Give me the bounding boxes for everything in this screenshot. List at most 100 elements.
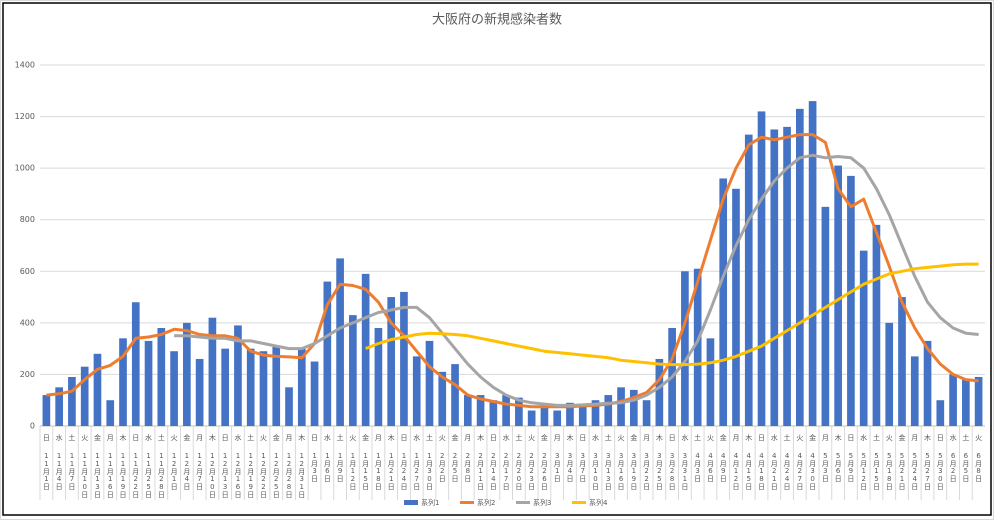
x-tick-label: 3月13日	[604, 452, 612, 491]
y-tick-label: 1400	[15, 61, 35, 70]
x-tick-label: 5月24日	[911, 452, 919, 491]
weekday-label: 日	[669, 434, 676, 442]
bar	[195, 358, 204, 426]
bar	[157, 328, 166, 426]
bar	[527, 410, 536, 426]
weekday-label: 木	[924, 433, 931, 442]
weekday-label: 土	[68, 433, 75, 442]
line-series	[174, 153, 979, 407]
weekday-label: 水	[145, 433, 152, 442]
x-tick-label: 4月12日	[732, 452, 740, 491]
x-tick-label: 6月2日	[949, 452, 957, 483]
bar	[949, 374, 957, 426]
bar	[412, 356, 421, 426]
weekday-label: 火	[81, 434, 88, 442]
bar	[604, 395, 613, 426]
weekday-label: 土	[426, 433, 433, 442]
weekday-label: 日	[400, 434, 407, 442]
x-tick-label: 3月25日	[655, 452, 663, 491]
weekday-label: 月	[732, 434, 739, 442]
weekday-label: 火	[260, 434, 267, 442]
y-tick-label: 400	[20, 318, 35, 327]
weekday-label: 月	[107, 434, 114, 442]
x-tick-label: 1月12日	[349, 452, 357, 491]
legend-swatch	[404, 500, 418, 505]
bar	[208, 317, 217, 426]
legend-label: 系列2	[477, 498, 495, 507]
bar	[144, 340, 153, 426]
x-tick-label: 4月24日	[783, 452, 791, 491]
x-tick-label: 2月20日	[515, 452, 523, 491]
bar	[259, 351, 268, 426]
bar	[732, 188, 740, 426]
bar	[859, 250, 868, 426]
bar	[591, 400, 600, 426]
weekday-label: 水	[771, 433, 778, 442]
x-tick-label: 11月4日	[55, 452, 63, 491]
weekday-label: 水	[413, 433, 420, 442]
weekday-label: 月	[196, 434, 203, 442]
legend-label: 系列4	[589, 498, 608, 507]
bar	[515, 397, 523, 426]
weekday-label: 木	[209, 433, 216, 442]
bar	[655, 358, 664, 426]
bar	[808, 101, 817, 426]
bar	[821, 206, 830, 426]
x-tick-label: 12月4日	[183, 452, 191, 491]
weekday-label: 木	[388, 433, 395, 442]
bar	[323, 281, 332, 426]
weekday-label: 日	[43, 434, 50, 442]
bar	[642, 400, 651, 426]
bar	[93, 353, 102, 426]
bar	[438, 371, 447, 426]
x-tick-label: 1月21日	[387, 452, 395, 491]
x-tick-label: 5月6日	[834, 452, 842, 483]
x-tick-label: 12月1日	[170, 452, 178, 491]
x-tick-label: 5月27日	[924, 452, 932, 491]
weekday-label: 水	[950, 433, 957, 442]
bar	[106, 400, 115, 426]
x-tick-label: 1月24日	[400, 452, 408, 491]
weekday-label: 金	[94, 433, 101, 442]
line-series	[46, 133, 979, 409]
bar	[183, 322, 191, 426]
x-tick-label: 5月12日	[860, 452, 868, 491]
x-tick-label: 12月16日	[234, 452, 242, 499]
bar	[489, 400, 498, 426]
bar	[463, 395, 472, 426]
bar	[68, 377, 76, 426]
x-tick-label: 4月27日	[796, 452, 804, 491]
weekday-label: 火	[349, 434, 356, 442]
bar	[272, 346, 281, 426]
bar	[374, 328, 383, 426]
x-tick-label: 4月3日	[694, 452, 702, 483]
bar	[566, 402, 574, 426]
bar	[706, 338, 715, 426]
weekday-label: 木	[566, 433, 573, 442]
weekday-label: 火	[975, 434, 982, 442]
weekday-label: 金	[362, 433, 369, 442]
weekday-label: 月	[643, 434, 650, 442]
x-tick-label: 5月9日	[847, 452, 855, 483]
weekday-label: 火	[886, 434, 893, 442]
weekday-label: 木	[656, 433, 663, 442]
y-tick-label: 600	[20, 267, 35, 276]
bar	[80, 366, 89, 426]
weekday-label: 土	[247, 433, 254, 442]
bar	[885, 322, 894, 426]
x-tick-label: 4月30日	[809, 452, 817, 491]
bar	[221, 348, 229, 426]
x-tick-label: 3月28日	[668, 452, 676, 491]
weekday-label: 金	[541, 433, 548, 442]
x-tick-label: 1月30日	[425, 452, 433, 491]
x-tick-label: 4月18日	[758, 452, 766, 491]
x-tick-label: 1月3日	[311, 452, 319, 483]
x-tick-label: 6月5日	[962, 452, 970, 483]
weekday-label: 土	[158, 433, 165, 442]
bar	[234, 325, 242, 426]
bar	[349, 315, 357, 426]
x-tick-label: 3月10日	[592, 452, 600, 491]
weekday-label: 火	[171, 434, 178, 442]
weekday-label: 土	[605, 433, 612, 442]
